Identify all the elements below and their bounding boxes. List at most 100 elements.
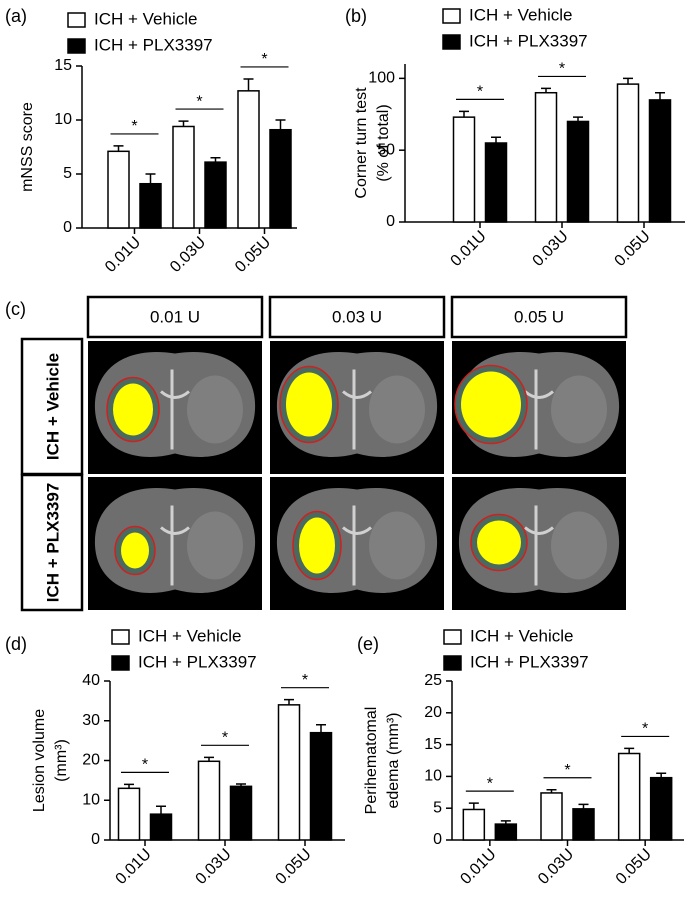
bar	[229, 785, 253, 841]
legend-label: ICH + PLX3397	[138, 652, 257, 671]
error-bar	[655, 91, 665, 100]
y-tick-label: 15	[424, 736, 442, 753]
y-axis-label: Lesion volume	[31, 709, 48, 812]
error-bar	[656, 772, 667, 778]
legend-swatch	[67, 12, 86, 28]
legend-label: ICH + Vehicle	[138, 626, 241, 645]
bar	[617, 752, 641, 841]
legend-swatch	[443, 629, 462, 645]
column-header-box	[450, 295, 628, 339]
panel-label: (c)	[5, 299, 26, 319]
legend-swatch	[443, 655, 462, 671]
significance-label: *	[261, 51, 267, 68]
lesion	[477, 520, 521, 565]
significance-label: *	[477, 84, 483, 101]
bar	[648, 99, 672, 223]
error-bar	[546, 789, 557, 793]
bar	[566, 120, 590, 223]
significance-label: *	[642, 721, 648, 738]
significance-label: *	[564, 762, 570, 779]
lesion	[461, 371, 521, 438]
x-tick-label: 0.05U	[232, 234, 274, 276]
row-header: ICH + PLX3397	[43, 483, 62, 603]
bar	[484, 142, 508, 223]
error-bar	[491, 136, 501, 143]
ventricle	[524, 369, 554, 450]
y-tick-label: 0	[63, 219, 72, 236]
panel-label: (e)	[357, 634, 379, 654]
cortex-shade	[187, 511, 243, 580]
significance-label: *	[487, 775, 493, 792]
cortex-shade	[369, 511, 425, 580]
x-tick-label: 0.03U	[167, 234, 209, 276]
legend-swatch	[442, 34, 461, 50]
error-bar	[243, 78, 254, 91]
column-header-box	[86, 295, 264, 339]
error-bar	[541, 87, 551, 93]
mri-image	[452, 341, 626, 474]
significance-label: *	[196, 93, 202, 110]
x-tick-label: 0.01U	[448, 228, 490, 270]
y-tick-label: 5	[63, 165, 72, 182]
x-tick-label: 0.01U	[457, 846, 499, 888]
error-bar	[145, 173, 156, 184]
bar	[534, 91, 558, 223]
y-axis-label: Perihematomal	[363, 707, 380, 815]
x-tick-label: 0.05U	[613, 846, 655, 888]
error-bar	[624, 747, 635, 754]
significance-label: *	[559, 61, 565, 78]
lesion	[121, 532, 149, 569]
x-tick-label: 0.01U	[102, 234, 144, 276]
cortex-shade	[187, 375, 243, 444]
lesion	[286, 372, 332, 437]
y-tick-label: 20	[82, 752, 100, 769]
error-bar	[210, 157, 221, 163]
x-tick-label: 0.03U	[193, 846, 235, 888]
error-bar	[623, 77, 633, 85]
legend-swatch	[111, 629, 130, 645]
ventricle	[160, 505, 190, 586]
significance-label: *	[302, 672, 308, 689]
panel-label: (b)	[345, 6, 367, 26]
bar	[237, 90, 260, 229]
y-tick-label: 0	[386, 213, 395, 230]
x-tick-label: 0.03U	[530, 228, 572, 270]
error-bar	[204, 756, 214, 762]
ventricle	[342, 505, 372, 586]
y-tick-label: 5	[433, 799, 442, 816]
mri-image	[88, 477, 262, 610]
y-axis-label: (% of total)	[375, 104, 392, 181]
cortex-shade	[369, 375, 425, 444]
y-tick-label: 10	[424, 768, 442, 785]
cortex-shade	[551, 375, 607, 444]
error-bar	[573, 116, 583, 122]
y-tick-label: 25	[424, 672, 442, 689]
error-bar	[275, 119, 286, 130]
bar	[452, 116, 476, 223]
y-tick-label: 50	[377, 141, 395, 158]
error-bar	[468, 802, 479, 810]
y-tick-label: 40	[82, 672, 100, 689]
legend-label: ICH + PLX3397	[94, 35, 213, 54]
legend-label: ICH + Vehicle	[470, 626, 573, 645]
bar	[462, 808, 486, 841]
column-header: 0.03 U	[332, 307, 382, 326]
mri-image	[270, 477, 444, 610]
legend-swatch	[67, 38, 86, 54]
y-tick-label: 100	[368, 70, 395, 87]
bar	[149, 813, 173, 841]
significance-label: *	[131, 118, 137, 135]
y-tick-label: 10	[82, 791, 100, 808]
y-axis-label: edema (mm³)	[385, 712, 402, 808]
column-header: 0.01 U	[150, 307, 200, 326]
error-bar	[236, 783, 246, 787]
row-header: ICH + Vehicle	[43, 353, 62, 460]
error-bar	[124, 783, 134, 789]
bar	[117, 787, 141, 841]
legend-label: ICH + Vehicle	[94, 9, 197, 28]
mri-image	[88, 341, 262, 474]
significance-label: *	[142, 757, 148, 774]
bar	[172, 125, 195, 229]
bar	[204, 161, 227, 229]
